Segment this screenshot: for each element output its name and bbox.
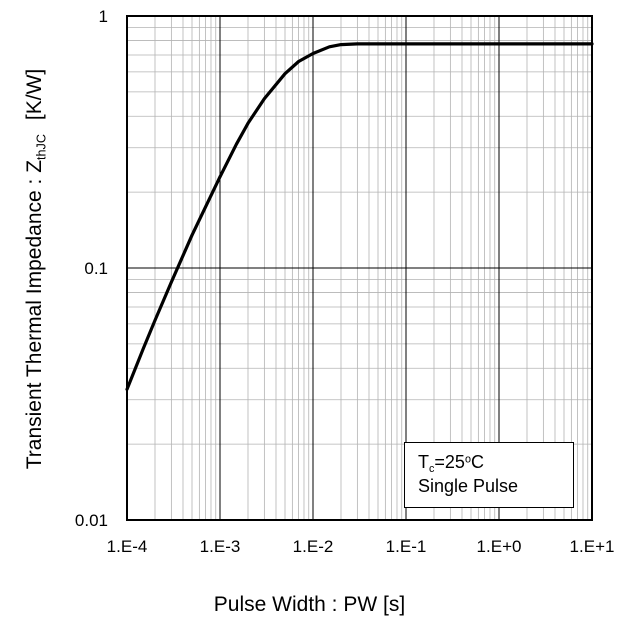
x-tick-label: 1.E-4	[107, 537, 148, 556]
y-axis-label: Transient Thermal Impedance : ZthJC [K/W]	[23, 68, 49, 470]
annotation-line-2: Single Pulse	[418, 476, 519, 496]
annotation-unit: C	[470, 452, 484, 472]
x-axis-label: Pulse Width : PW [s]	[213, 593, 406, 616]
series-layer	[125, 42, 594, 391]
y-tick-labels: 0.01 0.1 1	[75, 7, 108, 530]
x-tick-label: 1.E-1	[386, 537, 427, 556]
x-tick-label: 1.E+0	[477, 537, 522, 556]
x-tick-label: 1.E-2	[293, 537, 334, 556]
x-tick-label: 1.E+1	[570, 537, 615, 556]
plot-frame	[126, 15, 593, 521]
annotation-value: =25	[434, 452, 465, 472]
annotation-line-1: Tc=25oC	[418, 450, 573, 474]
annotation-sub: c	[429, 462, 435, 475]
x-tick-label: 1.E-3	[200, 537, 241, 556]
y-tick-label: 0.01	[75, 511, 108, 530]
annotation-t: T	[418, 452, 429, 472]
annotation-degree: o	[464, 453, 471, 466]
thermal-impedance-curve	[125, 42, 594, 391]
y-axis-label-unit: [K/W]	[23, 68, 46, 121]
y-axis-label-text: Transient Thermal Impedance : Z	[23, 159, 46, 470]
y-tick-label: 0.1	[84, 259, 108, 278]
x-tick-labels: 1.E-4 1.E-3 1.E-2 1.E-1 1.E+0 1.E+1	[107, 537, 615, 556]
y-tick-label: 1	[99, 7, 108, 26]
conditions-annotation-box: Tc=25oC Single Pulse	[404, 442, 574, 508]
y-axis-label-subscript: thJC	[34, 134, 49, 160]
